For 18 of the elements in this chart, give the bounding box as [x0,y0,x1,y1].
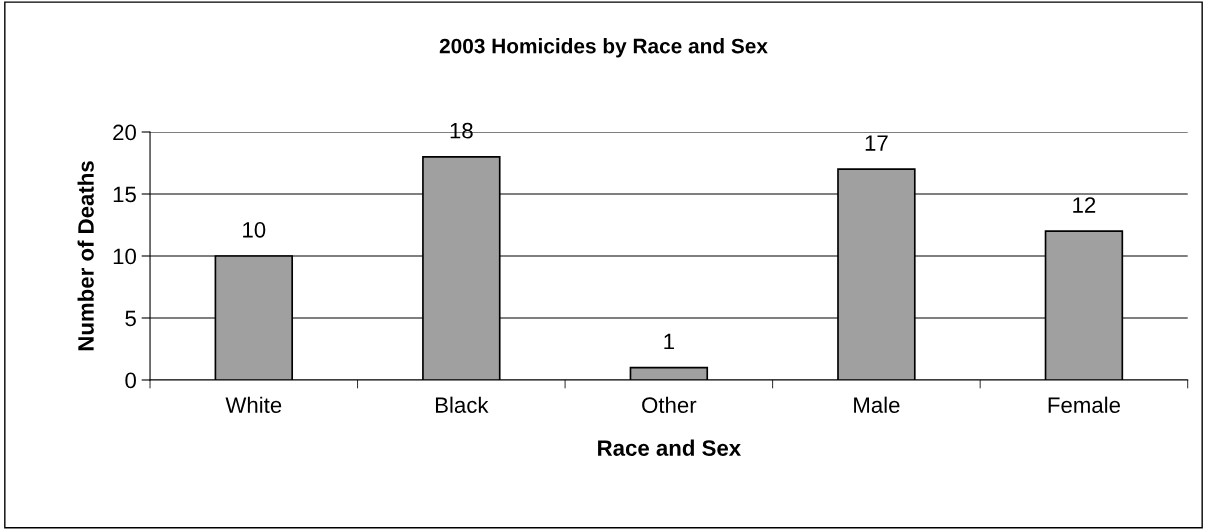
y-tick-label: 20 [113,124,136,141]
x-tick-label: Other [642,396,697,413]
data-label: 12 [1073,197,1096,213]
chart-title: 2003 Homicides by Race and Sex [439,38,768,58]
x-tick-label: Black [435,396,489,413]
data-label: 18 [450,122,473,139]
y-tick-label: 0 [125,372,136,389]
y-axis-title: Number of Deaths [77,161,94,351]
y-tick-label: 15 [113,186,136,203]
x-tick-label: Male [854,396,900,413]
x-tick-label: Female [1048,396,1120,413]
data-label: 1 [664,333,674,350]
x-axis-title: Race and Sex [598,439,741,456]
y-tick-label: 10 [113,248,136,265]
data-label: 10 [243,221,266,238]
y-tick-label: 5 [125,310,136,327]
x-tick-label: White [225,396,282,413]
data-label: 17 [865,135,888,151]
